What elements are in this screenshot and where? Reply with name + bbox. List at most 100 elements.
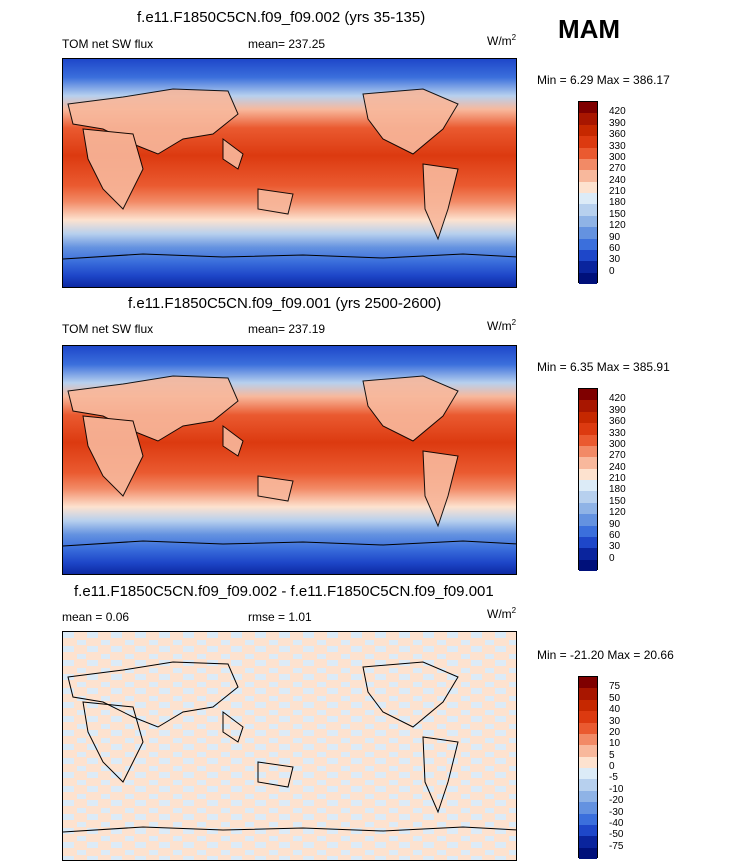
colorbar-swatch bbox=[579, 790, 597, 803]
colorbar-swatch bbox=[579, 502, 597, 515]
colorbar-swatch bbox=[579, 813, 597, 825]
panel-2-colorbar bbox=[578, 388, 598, 571]
panel-3-mean-label: mean = 0.06 bbox=[62, 610, 130, 624]
panel-3-rmse-label: rmse = 1.01 bbox=[248, 610, 312, 624]
colorbar-swatch bbox=[579, 688, 597, 700]
colorbar-swatch bbox=[579, 400, 597, 412]
panel-1-variable-label: TOM net SW flux bbox=[62, 37, 154, 51]
colorbar-tick-label: 180 bbox=[609, 197, 626, 209]
colorbar-tick-label: 240 bbox=[609, 461, 626, 473]
colorbar-tick-label: 360 bbox=[609, 129, 626, 141]
colorbar-tick-label: 180 bbox=[609, 484, 626, 496]
colorbar-swatch bbox=[579, 181, 597, 193]
panel-3-units: W/m2 bbox=[487, 606, 517, 621]
colorbar-tick-label: 0 bbox=[609, 761, 615, 772]
season-label: MAM bbox=[558, 14, 621, 44]
colorbar-swatch bbox=[579, 147, 597, 159]
colorbar-swatch bbox=[579, 249, 597, 262]
colorbar-tick-label: 240 bbox=[609, 174, 626, 186]
panel-2-minmax: Min = 6.35 Max = 385.91 bbox=[537, 360, 670, 374]
colorbar-swatch bbox=[579, 491, 597, 503]
colorbar-tick-label: 210 bbox=[609, 473, 626, 484]
panel-1-minmax: Min = 6.29 Max = 386.17 bbox=[537, 73, 670, 87]
colorbar-swatch bbox=[579, 468, 597, 480]
colorbar-tick-label: 270 bbox=[609, 450, 626, 462]
colorbar-swatch bbox=[579, 480, 597, 492]
colorbar-tick-label: 60 bbox=[609, 529, 621, 541]
colorbar-swatch bbox=[579, 559, 597, 571]
colorbar-swatch bbox=[579, 779, 597, 791]
colorbar-swatch bbox=[579, 802, 597, 814]
colorbar-tick-label: -30 bbox=[609, 806, 624, 818]
panel-2-title: f.e11.F1850C5CN.f09_f09.001 (yrs 2500-26… bbox=[128, 295, 442, 312]
colorbar-tick-label: 390 bbox=[609, 404, 626, 416]
colorbar-tick-label: 120 bbox=[609, 507, 626, 519]
panel-2-mean-label: mean= 237.19 bbox=[248, 322, 326, 336]
colorbar-swatch bbox=[579, 836, 597, 848]
colorbar-swatch bbox=[579, 261, 597, 273]
colorbar-tick-label: -20 bbox=[609, 795, 624, 807]
colorbar-swatch bbox=[579, 389, 597, 401]
colorbar-swatch bbox=[579, 136, 597, 148]
colorbar-tick-label: 60 bbox=[609, 242, 621, 254]
colorbar-tick-label: 210 bbox=[609, 186, 626, 197]
colorbar-swatch bbox=[579, 457, 597, 469]
panel-3-colorbar bbox=[578, 676, 598, 859]
colorbar-tick-label: 50 bbox=[609, 692, 621, 704]
panel-2-map-svg bbox=[63, 346, 516, 574]
colorbar-swatch bbox=[579, 824, 597, 837]
colorbar-swatch bbox=[579, 699, 597, 712]
colorbar-tick-label: 300 bbox=[609, 151, 626, 163]
panel-3-minmax: Min = -21.20 Max = 20.66 bbox=[537, 648, 674, 662]
colorbar-tick-label: 5 bbox=[609, 749, 615, 761]
colorbar-tick-label: 20 bbox=[609, 726, 621, 738]
colorbar-tick-label: 420 bbox=[609, 393, 626, 405]
colorbar-tick-label: 360 bbox=[609, 416, 626, 428]
colorbar-swatch bbox=[579, 525, 597, 537]
colorbar-tick-label: 40 bbox=[609, 704, 621, 716]
panel-1-map-svg bbox=[63, 59, 516, 287]
colorbar-swatch bbox=[579, 445, 597, 458]
colorbar-tick-label: 270 bbox=[609, 163, 626, 175]
colorbar-swatch bbox=[579, 158, 597, 171]
colorbar-tick-label: 0 bbox=[609, 265, 615, 277]
colorbar-tick-label: -40 bbox=[609, 817, 624, 829]
colorbar-swatch bbox=[579, 204, 597, 216]
panel-3-map bbox=[62, 631, 517, 861]
panel-1-map bbox=[62, 58, 517, 288]
panel-3-map-svg bbox=[63, 632, 516, 860]
colorbar-swatch bbox=[579, 536, 597, 549]
panel-3-title: f.e11.F1850C5CN.f09_f09.002 - f.e11.F185… bbox=[74, 583, 494, 600]
colorbar-tick-label: 10 bbox=[609, 738, 621, 750]
colorbar-swatch bbox=[579, 423, 597, 435]
colorbar-tick-label: -5 bbox=[609, 772, 618, 784]
panel-2-variable-label: TOM net SW flux bbox=[62, 322, 154, 336]
colorbar-tick-label: 30 bbox=[609, 715, 621, 727]
colorbar-tick-label: 330 bbox=[609, 140, 626, 152]
panel-1-units: W/m2 bbox=[487, 33, 517, 48]
colorbar-tick-label: 90 bbox=[609, 231, 621, 243]
colorbar-swatch bbox=[579, 847, 597, 859]
colorbar-tick-label: 150 bbox=[609, 208, 626, 220]
colorbar-tick-label: 90 bbox=[609, 518, 621, 530]
panel-2-map bbox=[62, 345, 517, 575]
colorbar-swatch bbox=[579, 124, 597, 137]
panel-1-mean-label: mean= 237.25 bbox=[248, 37, 326, 51]
colorbar-tick-label: 390 bbox=[609, 117, 626, 129]
colorbar-tick-label: -50 bbox=[609, 829, 624, 841]
colorbar-tick-label: 30 bbox=[609, 254, 621, 266]
panel-1-title: f.e11.F1850C5CN.f09_f09.002 (yrs 35-135) bbox=[137, 9, 426, 26]
colorbar-swatch bbox=[579, 238, 597, 250]
colorbar-tick-label: 330 bbox=[609, 427, 626, 439]
colorbar-tick-label: 300 bbox=[609, 438, 626, 450]
colorbar-swatch bbox=[579, 548, 597, 560]
colorbar-tick-label: 75 bbox=[609, 681, 621, 693]
colorbar-swatch bbox=[579, 215, 597, 228]
colorbar-swatch bbox=[579, 722, 597, 734]
colorbar-swatch bbox=[579, 227, 597, 239]
colorbar-swatch bbox=[579, 711, 597, 723]
colorbar-tick-label: -10 bbox=[609, 783, 624, 795]
colorbar-swatch bbox=[579, 113, 597, 125]
colorbar-swatch bbox=[579, 411, 597, 424]
panel-2-units: W/m2 bbox=[487, 318, 517, 333]
